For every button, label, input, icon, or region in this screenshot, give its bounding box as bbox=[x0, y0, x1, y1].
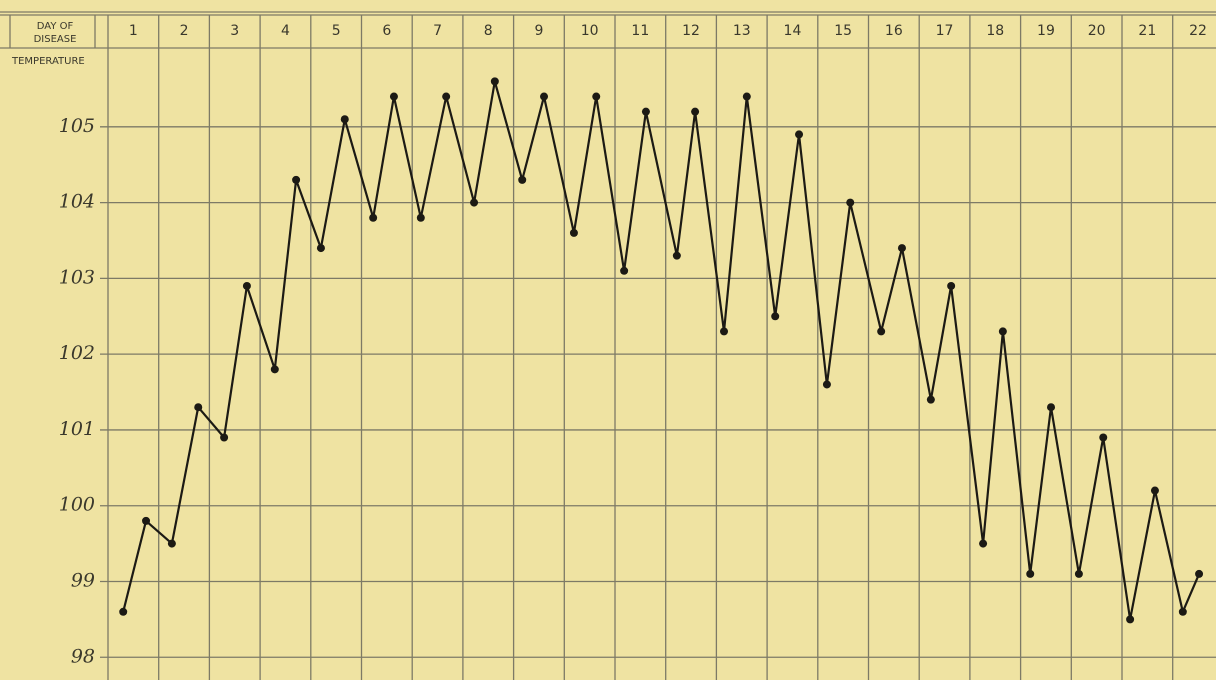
temperature-point bbox=[620, 266, 629, 275]
temperature-point bbox=[220, 433, 229, 442]
x-label: DAY OF bbox=[37, 21, 74, 32]
x-tick-label: 17 bbox=[936, 23, 954, 39]
temperature-point bbox=[771, 312, 780, 321]
temperature-point bbox=[292, 175, 301, 184]
x-tick-label: 18 bbox=[986, 23, 1004, 39]
x-tick-label: 22 bbox=[1189, 23, 1207, 39]
x-tick-label: 7 bbox=[433, 23, 442, 39]
y-tick-label: 103 bbox=[59, 266, 95, 288]
temperature-point bbox=[369, 213, 378, 222]
x-tick-label: 1 bbox=[129, 23, 138, 39]
temperature-point bbox=[742, 92, 751, 101]
temperature-point bbox=[877, 327, 886, 336]
x-tick-label: 5 bbox=[332, 23, 341, 39]
x-tick-label: 19 bbox=[1037, 23, 1055, 39]
temperature-point bbox=[119, 607, 128, 616]
y-tick-label: 98 bbox=[71, 645, 95, 667]
temperature-point bbox=[518, 175, 527, 184]
temperature-point bbox=[389, 92, 398, 101]
temperature-point bbox=[979, 539, 988, 548]
temperature-point bbox=[540, 92, 549, 101]
temperature-line bbox=[122, 80, 1201, 621]
x-label: DISEASE bbox=[34, 34, 77, 45]
y-tick-label: 104 bbox=[59, 191, 95, 213]
temperature-point bbox=[242, 281, 251, 290]
y-tick-label: 99 bbox=[71, 569, 95, 591]
temperature-point bbox=[998, 327, 1007, 336]
temperature-point bbox=[1178, 607, 1187, 616]
x-tick-label: 13 bbox=[733, 23, 751, 39]
temperature-point bbox=[897, 244, 906, 253]
temperature-point bbox=[592, 92, 601, 101]
x-tick-label: 21 bbox=[1138, 23, 1156, 39]
temperature-point bbox=[947, 281, 956, 290]
y-label: TEMPERATURE bbox=[11, 56, 85, 67]
x-tick-label: 20 bbox=[1088, 23, 1106, 39]
temperature-point bbox=[1126, 615, 1135, 624]
x-tick-label: 14 bbox=[784, 23, 802, 39]
temperature-point bbox=[672, 251, 681, 260]
temperature-point bbox=[822, 380, 831, 389]
temperature-point bbox=[1099, 433, 1108, 442]
temperature-point bbox=[142, 516, 151, 525]
temperature-point bbox=[1150, 486, 1159, 495]
x-tick-label: 9 bbox=[534, 23, 543, 39]
x-tick-label: 4 bbox=[281, 23, 290, 39]
x-tick-label: 11 bbox=[631, 23, 649, 39]
x-tick-label: 6 bbox=[382, 23, 391, 39]
temperature-point bbox=[795, 130, 804, 139]
temperature-point bbox=[1195, 569, 1204, 578]
temperature-point bbox=[720, 327, 729, 336]
temperature-point bbox=[926, 395, 935, 404]
x-tick-label: 15 bbox=[834, 23, 852, 39]
temperature-point bbox=[1026, 569, 1035, 578]
y-tick-label: 102 bbox=[59, 342, 95, 364]
temperature-point bbox=[340, 115, 349, 124]
y-tick-label: 100 bbox=[59, 494, 95, 516]
x-tick-label: 10 bbox=[581, 23, 599, 39]
temperature-point bbox=[470, 198, 479, 207]
x-tick-label: 3 bbox=[230, 23, 239, 39]
temperature-point bbox=[1074, 569, 1083, 578]
temperature-point bbox=[490, 77, 499, 86]
y-tick-label: 101 bbox=[59, 418, 95, 440]
temperature-point bbox=[846, 198, 855, 207]
temperature-point bbox=[442, 92, 451, 101]
temperature-point bbox=[167, 539, 176, 548]
temperature-point bbox=[641, 107, 650, 116]
temperature-point bbox=[1047, 403, 1056, 412]
temperature-point bbox=[270, 365, 279, 374]
x-tick-label: 2 bbox=[180, 23, 189, 39]
temperature-point bbox=[194, 403, 203, 412]
temperature-point bbox=[416, 213, 425, 222]
x-tick-label: 8 bbox=[484, 23, 493, 39]
x-tick-label: 16 bbox=[885, 23, 903, 39]
temperature-point bbox=[316, 244, 325, 253]
y-tick-label: 105 bbox=[59, 115, 95, 137]
temperature-point bbox=[691, 107, 700, 116]
x-tick-label: 12 bbox=[682, 23, 700, 39]
temperature-point bbox=[569, 228, 578, 237]
